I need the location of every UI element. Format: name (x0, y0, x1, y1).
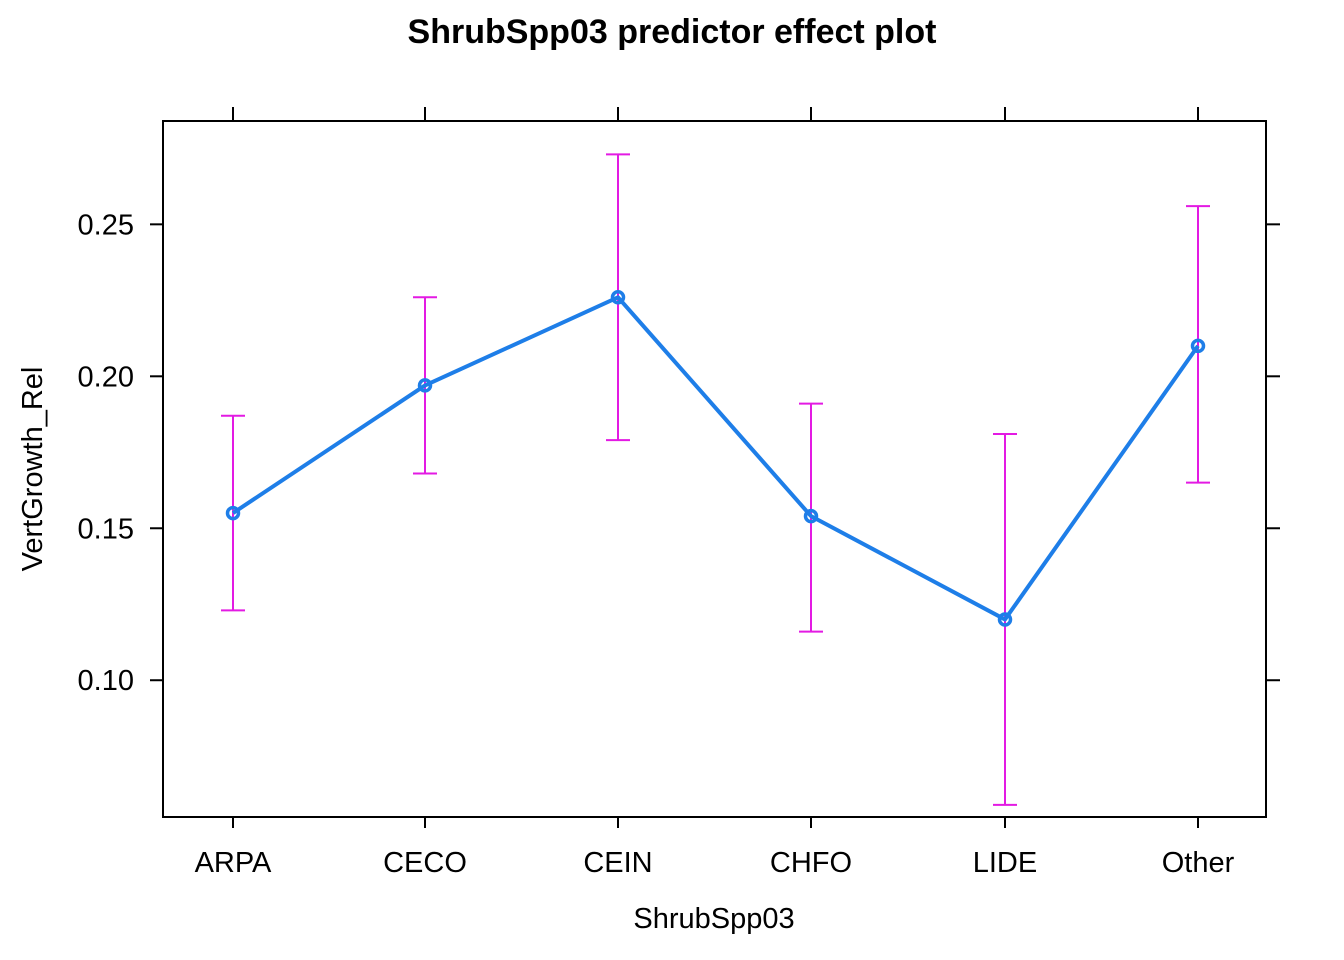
data-point (803, 508, 819, 524)
x-tick-label: ARPA (195, 847, 272, 879)
x-tick-label: Other (1162, 847, 1235, 879)
y-tick-label: 0.20 (78, 361, 134, 393)
series-line (231, 295, 1200, 622)
x-axis-label: ShrubSpp03 (633, 903, 794, 935)
chart-title: ShrubSpp03 predictor effect plot (408, 13, 937, 51)
y-tick-label: 0.10 (78, 665, 134, 697)
data-point (610, 290, 626, 305)
plot-frame (162, 120, 1267, 818)
axis-ticks (150, 107, 1280, 828)
data-point (997, 612, 1013, 627)
y-tick-label: 0.15 (78, 513, 134, 545)
y-axis-label: VertGrowth_Rel (17, 367, 49, 572)
x-tick-label: LIDE (973, 847, 1037, 879)
x-tick-label: CEIN (583, 847, 652, 879)
data-point (225, 505, 241, 521)
data-point (1190, 338, 1206, 354)
data-point (417, 378, 433, 393)
x-tick-labels: ARPA CECO CEIN CHFO LIDE Other (195, 847, 1235, 879)
error-bars (221, 153, 1210, 806)
x-tick-label: CHFO (770, 847, 852, 879)
y-tick-labels: 0.10 0.15 0.20 0.25 (78, 209, 134, 697)
x-tick-label: CECO (383, 847, 467, 879)
series-line-group (225, 290, 1206, 627)
y-tick-label: 0.25 (78, 209, 134, 241)
error-bar (1186, 205, 1210, 484)
